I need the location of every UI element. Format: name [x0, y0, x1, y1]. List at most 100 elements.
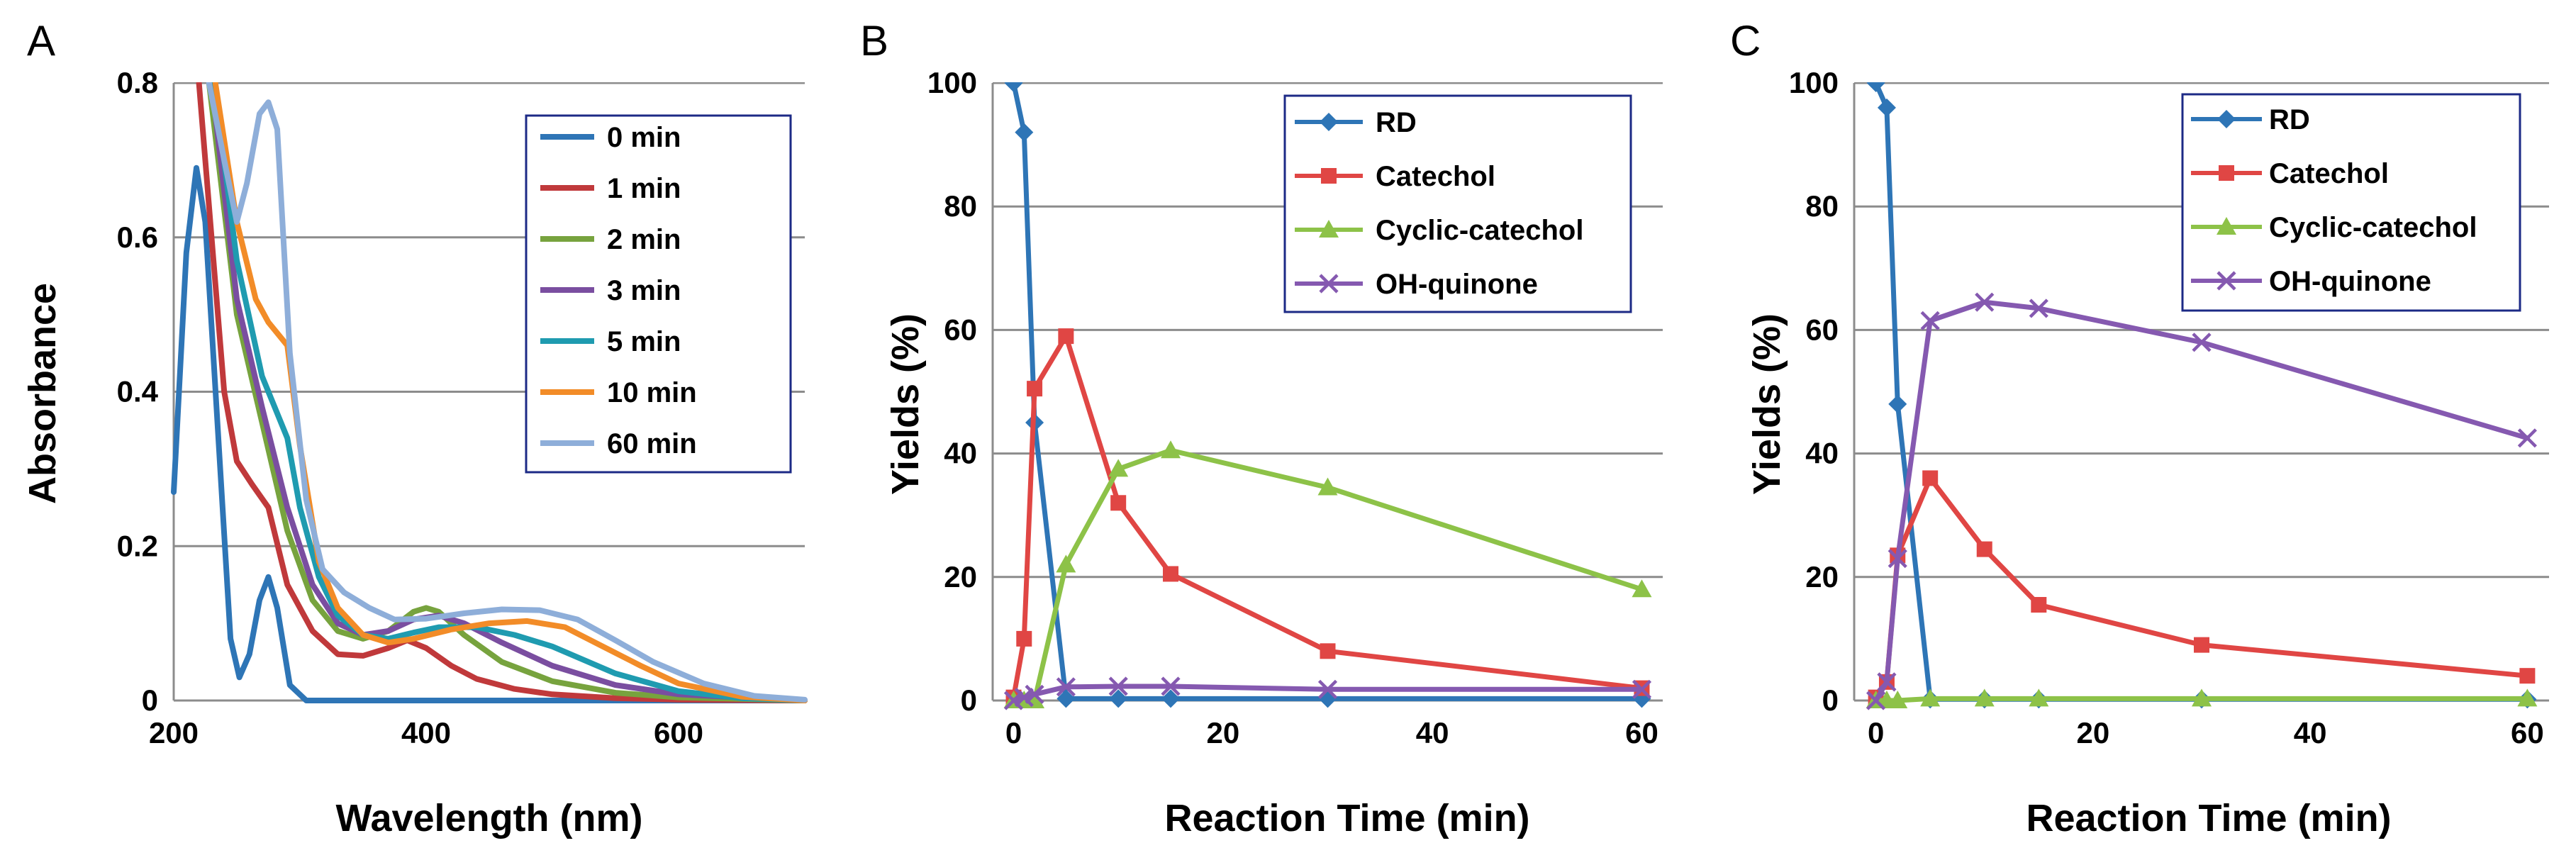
- x-tick-label: 600: [654, 716, 703, 749]
- data-point: [1976, 541, 1992, 557]
- legend-marker: [1321, 168, 1337, 184]
- legend-label: 3 min: [607, 275, 681, 306]
- x-tick-label: 60: [1625, 716, 1658, 749]
- data-point: [1110, 495, 1127, 511]
- legend-marker: [2217, 271, 2236, 291]
- data-point: [2194, 637, 2209, 653]
- legend-label: Catechol: [1376, 161, 1495, 192]
- data-point: [1027, 381, 1043, 397]
- legend-marker: [2219, 165, 2234, 181]
- x-tick-label: 60: [2511, 716, 2544, 749]
- x-tick-label: 0: [1005, 716, 1022, 749]
- legend-label: RD: [1376, 107, 1417, 138]
- legend-label: 5 min: [607, 326, 681, 357]
- chart-b-xlabel: Reaction Time (min): [1164, 797, 1529, 839]
- data-point: [1317, 477, 1338, 496]
- chart-b-mask: [989, 0, 1666, 82]
- series-line-0-min: [171, 164, 808, 703]
- x-tick-label: 20: [1206, 716, 1239, 749]
- data-point: [1163, 566, 1179, 582]
- series-line-1-min: [196, 80, 808, 703]
- chart-c-ylabel: Yields (%): [1746, 313, 1788, 495]
- y-tick-label: 100: [1789, 66, 1839, 99]
- x-tick-label: 20: [2077, 716, 2110, 749]
- data-point: [1974, 688, 1995, 707]
- legend-marker: [1320, 113, 1338, 131]
- legend-label: 60 min: [607, 428, 697, 459]
- chart-c-legend: RD Catechol Cyclic-catechol OH-quinone: [2181, 93, 2521, 312]
- data-point: [1109, 689, 1128, 708]
- chart-b-xtick-labels: 0 20 40 60: [1005, 716, 1658, 749]
- chart-c-xlabel: Reaction Time (min): [2026, 797, 2391, 839]
- legend-label: 2 min: [607, 224, 681, 255]
- data-point: [2192, 333, 2212, 352]
- x-tick-label: 40: [2294, 716, 2327, 749]
- data-point: [1877, 98, 1896, 117]
- y-tick-label: 80: [944, 189, 977, 223]
- data-point: [1888, 691, 1908, 708]
- x-tick-label: 400: [401, 716, 451, 749]
- data-point: [1317, 679, 1338, 699]
- data-point: [2192, 688, 2212, 707]
- data-point: [1888, 394, 1907, 413]
- data-point: [1161, 689, 1181, 708]
- legend-marker: [1319, 220, 1339, 238]
- data-point: [1922, 470, 1939, 486]
- x-tick-label: 40: [1416, 716, 1449, 749]
- plot-top-mask: [1851, 0, 2553, 82]
- data-point: [1632, 679, 1652, 699]
- legend-label: 10 min: [607, 377, 697, 408]
- data-point: [1108, 459, 1129, 477]
- chart-c: C 0 20 40 60 80 100 0 20 40 60 RD Catechol Cyclic-…: [1730, 0, 2553, 839]
- data-point: [1920, 688, 1941, 707]
- chart-a: A 0 0.2 0.4 0.6 0.8 200 400 600 0 min 1 min 2 mi…: [21, 0, 808, 839]
- chart-b-legend: RD Catechol Cyclic-catechol OH-quinone: [1283, 94, 1632, 313]
- y-tick-label: 0.6: [117, 221, 158, 254]
- panel-label-a: A: [27, 17, 55, 65]
- data-point: [1975, 292, 1995, 312]
- y-tick-label: 20: [944, 560, 977, 593]
- legend-marker: [2217, 110, 2236, 128]
- data-point: [1016, 630, 1032, 647]
- legend-label: 0 min: [607, 122, 681, 153]
- chart-c-ytick-labels: 0 20 40 60 80 100: [1789, 66, 1839, 717]
- series-line-3-min: [208, 80, 808, 703]
- y-tick-label: 0.2: [117, 529, 158, 562]
- chart-a-xlabel: Wavelength (nm): [335, 797, 642, 839]
- legend-label: Cyclic-catechol: [1376, 215, 1583, 246]
- data-point: [1056, 689, 1076, 708]
- y-tick-label: 0: [961, 683, 977, 717]
- data-point: [2029, 688, 2049, 707]
- y-tick-label: 60: [1805, 313, 1839, 346]
- chart-a-legend: 0 min 1 min 2 min 3 min 5 min 10 min 60 min: [525, 114, 792, 474]
- data-point: [2517, 428, 2537, 448]
- chart-a-xtick-labels: 200 400 600: [149, 716, 703, 749]
- y-tick-label: 80: [1805, 189, 1839, 223]
- data-point: [1161, 440, 1181, 459]
- data-point: [1056, 554, 1076, 573]
- y-tick-label: 100: [927, 66, 977, 99]
- data-point: [1056, 677, 1076, 697]
- data-point: [1058, 328, 1074, 345]
- chart-c-mask: [1851, 0, 2553, 82]
- y-tick-label: 40: [1805, 437, 1839, 470]
- data-point: [1108, 676, 1128, 696]
- data-point: [2517, 688, 2538, 707]
- data-point: [1920, 311, 1940, 330]
- data-point: [1320, 643, 1336, 659]
- data-point: [1888, 549, 1907, 569]
- chart-c-series: [1866, 74, 2538, 710]
- plot-top-mask: [170, 0, 808, 82]
- x-tick-label: 0: [1868, 716, 1884, 749]
- legend-label: 1 min: [607, 173, 681, 204]
- chart-b-ylabel: Yields (%): [884, 313, 927, 495]
- data-point: [1877, 672, 1897, 692]
- series-line-catechol: [1011, 333, 1644, 701]
- y-tick-label: 0: [1822, 683, 1839, 717]
- y-tick-label: 40: [944, 437, 977, 470]
- panel-label-b: B: [860, 17, 888, 65]
- series-line-60-min: [206, 80, 808, 703]
- legend-box: [525, 114, 792, 474]
- chart-b-series: [1003, 74, 1652, 710]
